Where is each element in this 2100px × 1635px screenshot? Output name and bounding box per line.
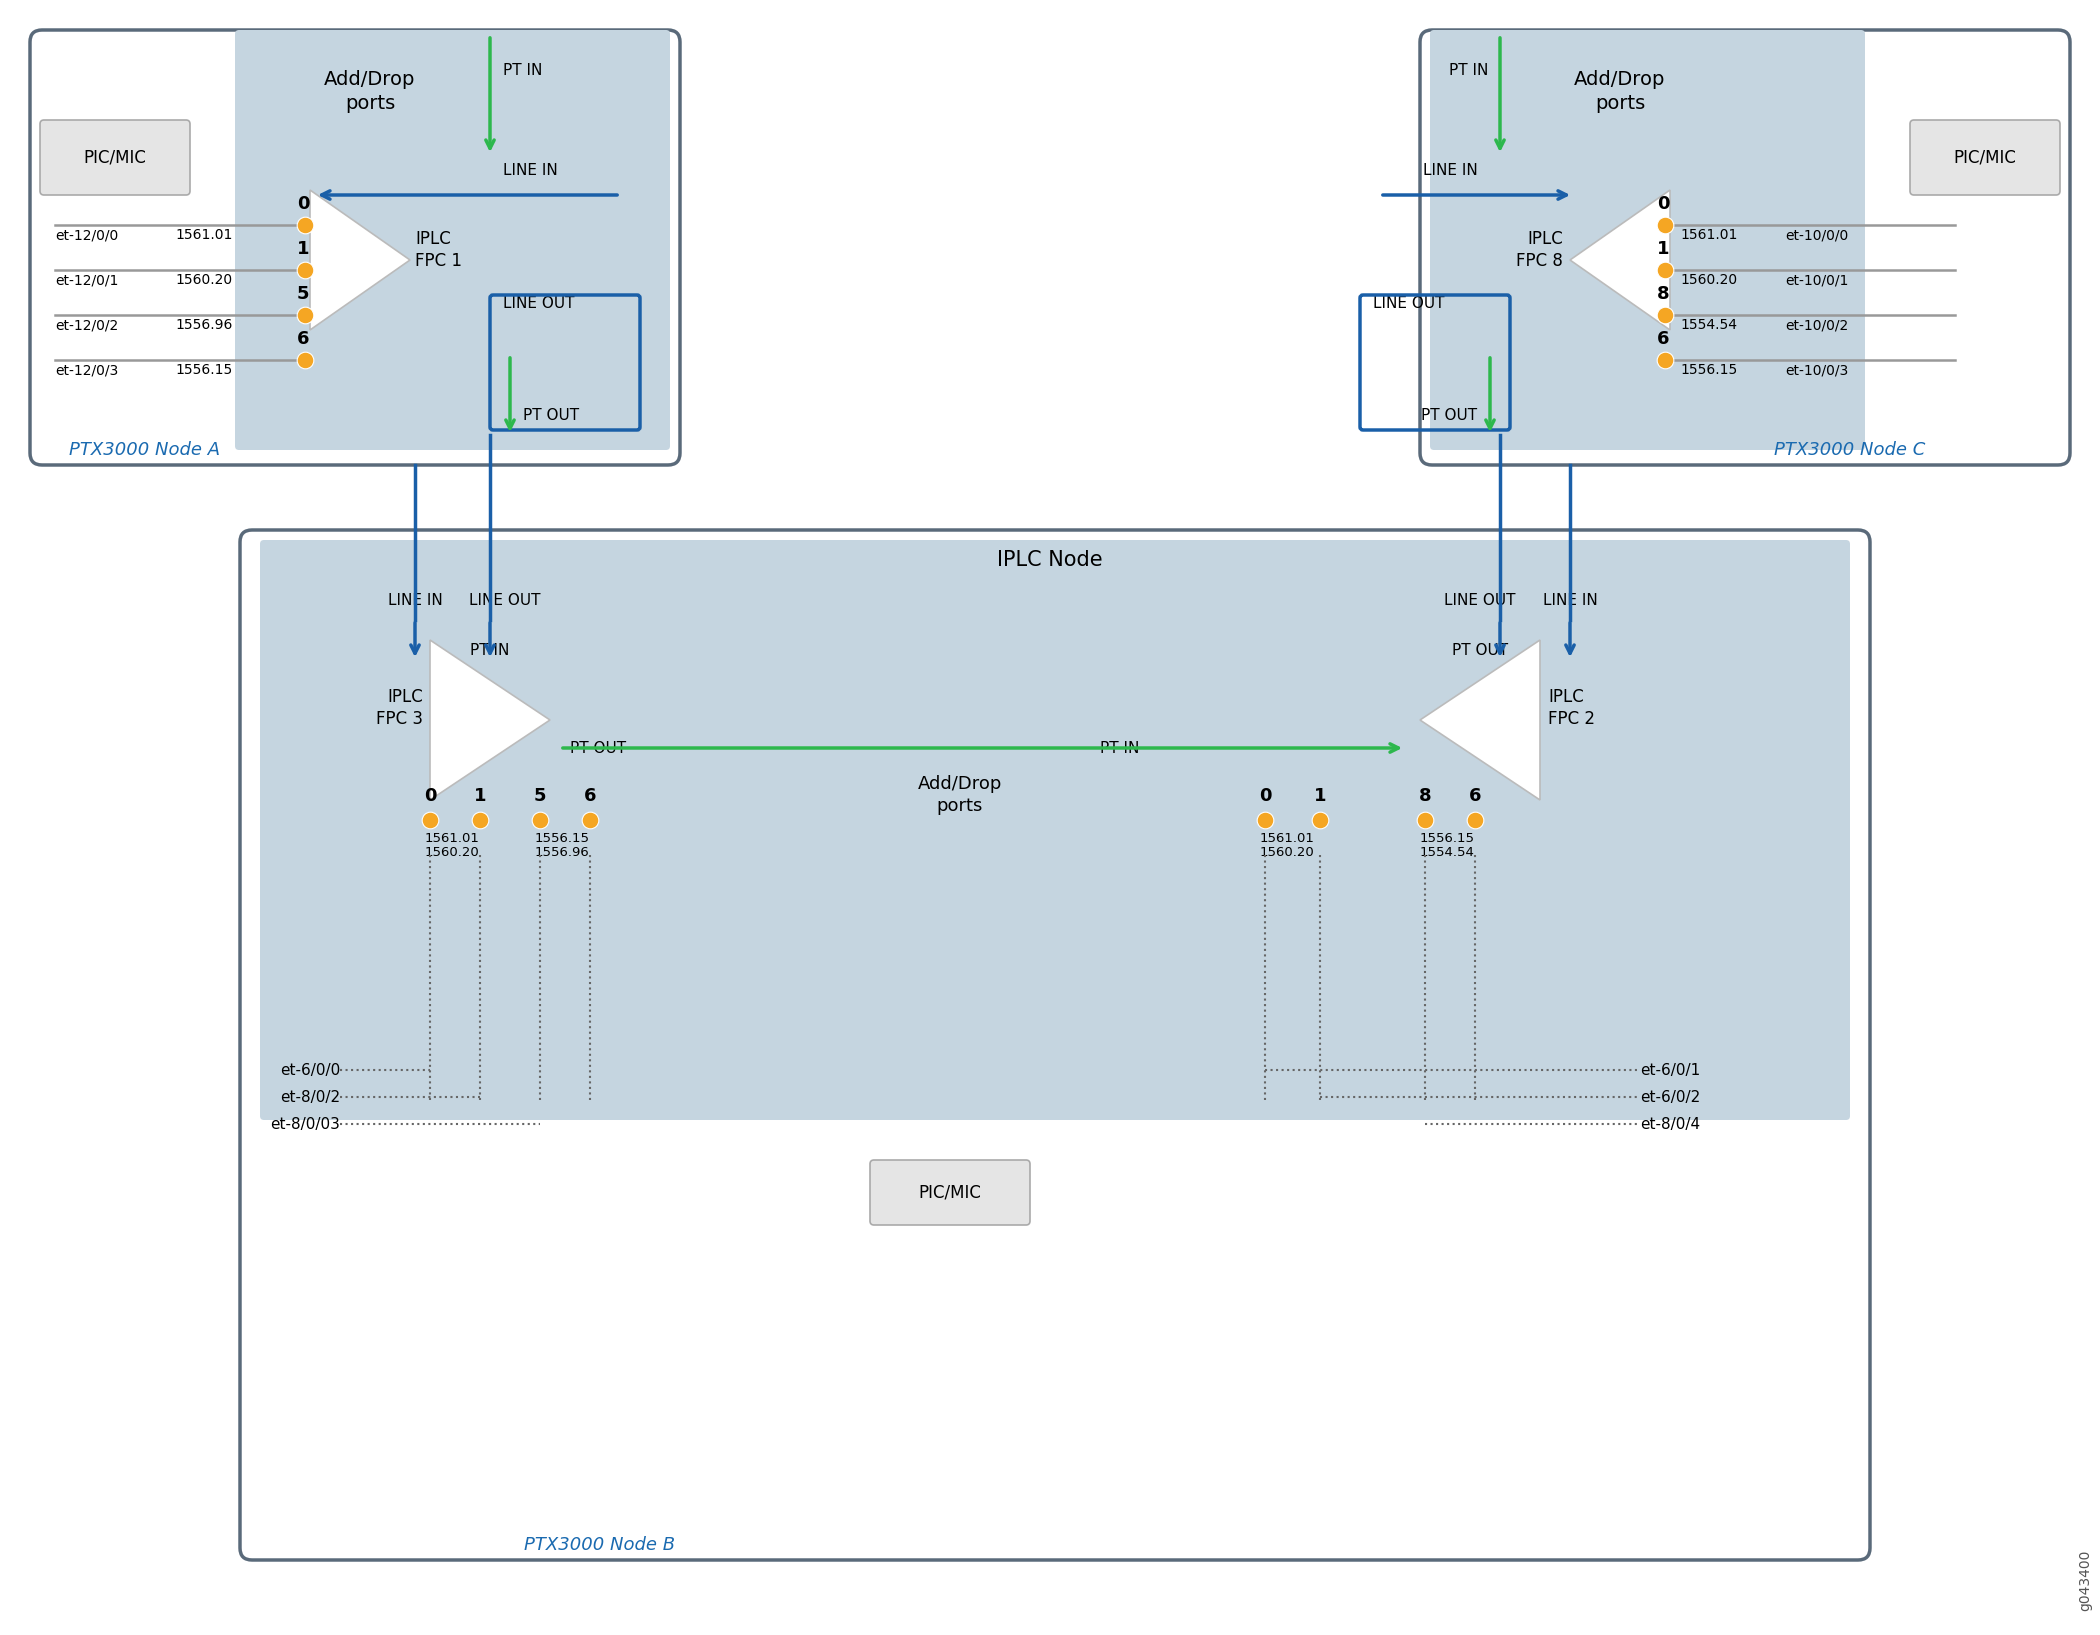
FancyBboxPatch shape (260, 540, 1850, 1120)
Text: et-12/0/3: et-12/0/3 (55, 363, 118, 378)
FancyBboxPatch shape (235, 29, 670, 450)
Text: 6: 6 (584, 786, 596, 804)
Text: PTX3000 Node A: PTX3000 Node A (69, 441, 220, 459)
Text: PIC/MIC: PIC/MIC (918, 1184, 981, 1202)
Text: PT IN: PT IN (470, 643, 510, 657)
Text: PTX3000 Node C: PTX3000 Node C (1774, 441, 1926, 459)
Text: LINE OUT: LINE OUT (1445, 592, 1516, 608)
Text: PT OUT: PT OUT (569, 741, 626, 755)
Text: 1560.20: 1560.20 (424, 845, 479, 858)
Text: Add/Drop
ports: Add/Drop ports (918, 775, 1002, 816)
Text: 6: 6 (296, 330, 309, 348)
FancyBboxPatch shape (1430, 29, 1865, 450)
Text: et-6/0/1: et-6/0/1 (1640, 1063, 1701, 1077)
Text: 8: 8 (1657, 284, 1670, 302)
Text: 1561.01: 1561.01 (174, 227, 233, 242)
Text: 5: 5 (296, 284, 309, 302)
Text: PT IN: PT IN (504, 62, 542, 77)
Text: et-8/0/03: et-8/0/03 (271, 1117, 340, 1131)
Text: 1556.15: 1556.15 (1680, 363, 1737, 378)
Text: PT OUT: PT OUT (1422, 407, 1476, 422)
Text: 0: 0 (1657, 195, 1670, 213)
Text: et-6/0/2: et-6/0/2 (1640, 1089, 1701, 1105)
Text: 1556.15: 1556.15 (1420, 832, 1474, 845)
FancyBboxPatch shape (1911, 119, 2060, 195)
Text: 1554.54: 1554.54 (1680, 317, 1737, 332)
Text: et-12/0/1: et-12/0/1 (55, 273, 118, 288)
Text: et-10/0/1: et-10/0/1 (1785, 273, 1848, 288)
FancyBboxPatch shape (40, 119, 189, 195)
Text: PIC/MIC: PIC/MIC (84, 149, 147, 167)
Text: 1554.54: 1554.54 (1420, 845, 1474, 858)
Text: LINE OUT: LINE OUT (1373, 296, 1445, 311)
Text: 6: 6 (1468, 786, 1480, 804)
Text: 0: 0 (296, 195, 309, 213)
Text: et-6/0/0: et-6/0/0 (279, 1063, 340, 1077)
Text: et-12/0/2: et-12/0/2 (55, 317, 118, 332)
Polygon shape (430, 639, 550, 800)
Text: IPLC
FPC 2: IPLC FPC 2 (1548, 688, 1596, 728)
Text: 1561.01: 1561.01 (1260, 832, 1315, 845)
Text: 5: 5 (533, 786, 546, 804)
Text: 0: 0 (424, 786, 437, 804)
Text: PT OUT: PT OUT (1451, 643, 1508, 657)
Text: 1: 1 (296, 240, 309, 258)
FancyBboxPatch shape (869, 1159, 1029, 1225)
Text: IPLC
FPC 1: IPLC FPC 1 (416, 231, 462, 270)
Text: PT IN: PT IN (1100, 741, 1140, 755)
FancyBboxPatch shape (1420, 29, 2071, 464)
Text: et-12/0/0: et-12/0/0 (55, 227, 118, 242)
Polygon shape (311, 190, 410, 330)
Text: LINE OUT: LINE OUT (504, 296, 575, 311)
Text: PT OUT: PT OUT (523, 407, 580, 422)
Text: et-10/0/3: et-10/0/3 (1785, 363, 1848, 378)
Text: LINE IN: LINE IN (388, 592, 443, 608)
Text: PT IN: PT IN (1449, 62, 1489, 77)
Text: LINE IN: LINE IN (1422, 164, 1478, 178)
Text: Add/Drop
ports: Add/Drop ports (1575, 70, 1665, 113)
Text: PIC/MIC: PIC/MIC (1953, 149, 2016, 167)
FancyBboxPatch shape (239, 530, 1869, 1560)
Text: 1: 1 (1315, 786, 1327, 804)
Text: LINE OUT: LINE OUT (468, 592, 542, 608)
Text: LINE IN: LINE IN (502, 164, 556, 178)
Text: 1556.96: 1556.96 (536, 845, 590, 858)
Text: 1: 1 (475, 786, 487, 804)
Text: 8: 8 (1420, 786, 1432, 804)
Polygon shape (1420, 639, 1539, 800)
Text: PTX3000 Node B: PTX3000 Node B (525, 1535, 676, 1553)
Text: 1556.15: 1556.15 (536, 832, 590, 845)
Text: et-10/0/2: et-10/0/2 (1785, 317, 1848, 332)
Text: et-10/0/0: et-10/0/0 (1785, 227, 1848, 242)
Text: 1556.96: 1556.96 (174, 317, 233, 332)
Text: g043400: g043400 (2079, 1550, 2092, 1610)
Text: 1556.15: 1556.15 (174, 363, 233, 378)
Text: 1: 1 (1657, 240, 1670, 258)
Text: 1561.01: 1561.01 (424, 832, 481, 845)
Text: 1561.01: 1561.01 (1680, 227, 1737, 242)
Text: et-8/0/2: et-8/0/2 (279, 1089, 340, 1105)
Text: LINE IN: LINE IN (1544, 592, 1598, 608)
Text: IPLC
FPC 8: IPLC FPC 8 (1516, 231, 1562, 270)
Text: Add/Drop
ports: Add/Drop ports (323, 70, 416, 113)
Polygon shape (1571, 190, 1670, 330)
Text: 1560.20: 1560.20 (174, 273, 233, 288)
Text: IPLC
FPC 3: IPLC FPC 3 (376, 688, 422, 728)
Text: 1560.20: 1560.20 (1260, 845, 1315, 858)
FancyBboxPatch shape (29, 29, 680, 464)
Text: IPLC Node: IPLC Node (998, 549, 1102, 571)
Text: 0: 0 (1258, 786, 1270, 804)
Text: 6: 6 (1657, 330, 1670, 348)
Text: 1560.20: 1560.20 (1680, 273, 1737, 288)
Text: et-8/0/4: et-8/0/4 (1640, 1117, 1701, 1131)
